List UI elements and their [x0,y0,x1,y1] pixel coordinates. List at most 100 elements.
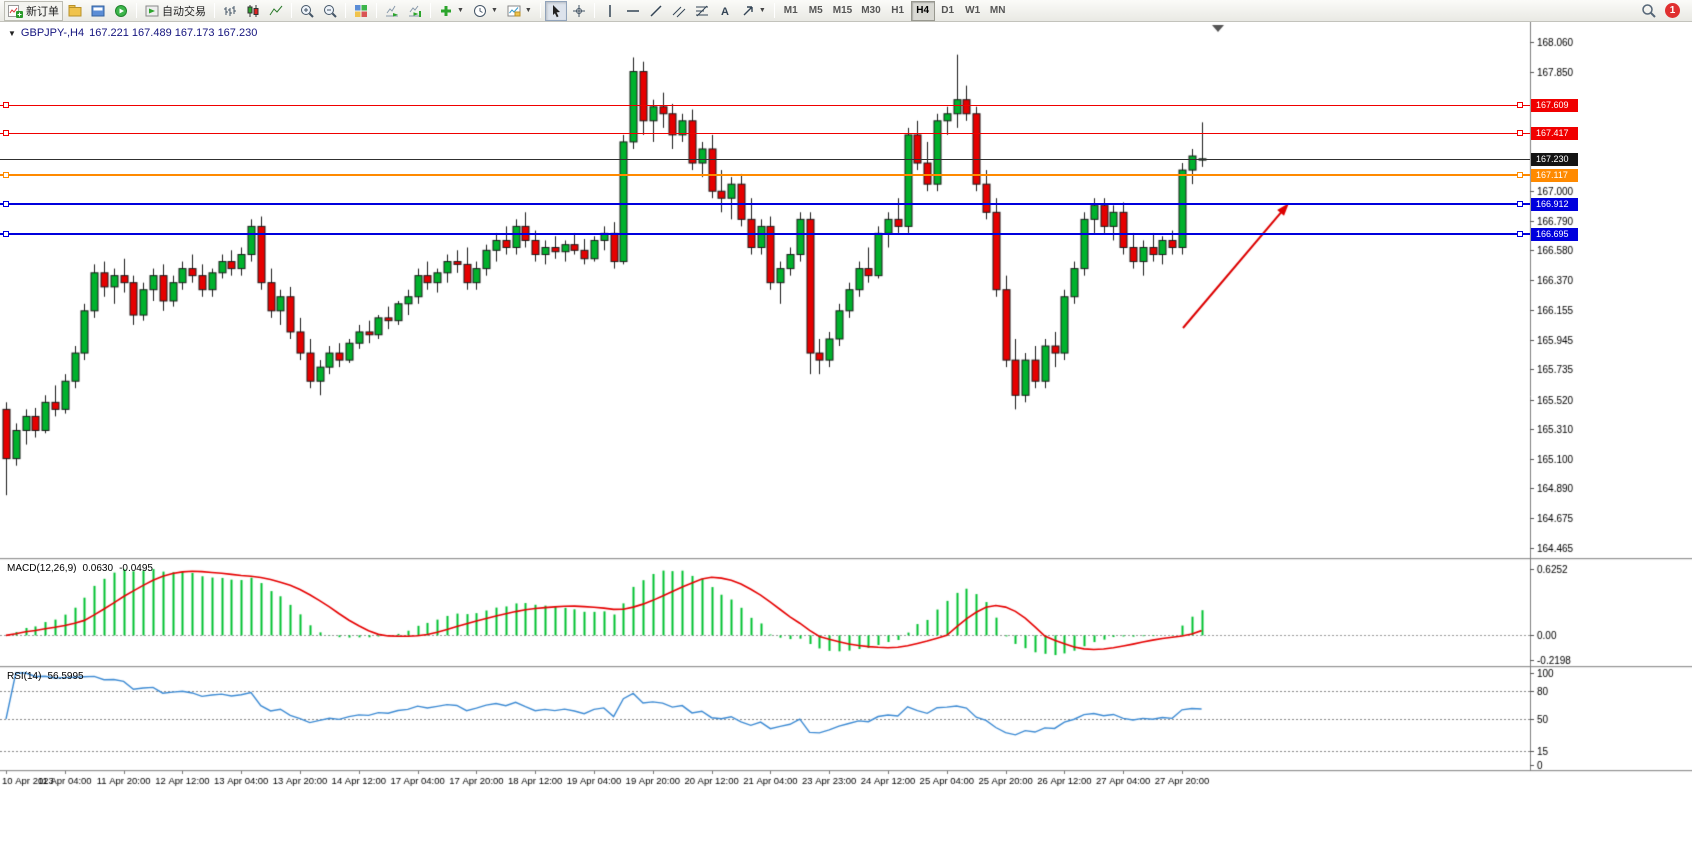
level-drag-handle[interactable] [1517,102,1523,108]
profiles-button[interactable] [64,1,86,21]
timeframe-h1[interactable]: H1 [886,1,910,21]
search-button[interactable] [1637,1,1660,21]
clock-icon [473,4,486,17]
toolbar-separator [593,3,595,18]
timeframe-h4[interactable]: H4 [910,0,935,21]
chart-shift-icon [409,5,421,17]
indicators-button[interactable]: ▼ [435,1,468,21]
crosshair-button[interactable] [568,1,590,21]
price-level-badge: 166.912 [1531,198,1578,211]
notification-badge[interactable]: 1 [1665,3,1680,18]
toolbar-separator [136,3,137,18]
horizontal-level-line[interactable] [0,133,1530,134]
chevron-down-icon: ▼ [490,7,498,14]
equidistant-channel-button[interactable] [668,1,690,21]
zoom-in-button[interactable] [296,1,318,21]
tile-windows-icon [355,4,367,17]
zoom-out-button[interactable] [319,1,341,21]
timeframe-m30[interactable]: M30 [857,1,884,21]
level-drag-handle[interactable] [1517,201,1523,207]
timeframe-d1[interactable]: D1 [936,1,960,21]
bar-chart-icon [224,5,236,16]
level-drag-handle[interactable] [3,201,9,207]
macd-value: 0.0630 [82,563,114,574]
fibonacci-button[interactable] [691,1,713,21]
new-order-label: 新订单 [26,5,59,18]
vertical-line-button[interactable] [599,1,621,21]
level-drag-handle[interactable] [3,102,9,108]
text-button[interactable]: A [714,1,736,21]
current-price-line [0,159,1530,160]
horizontal-line-button[interactable] [622,1,644,21]
timeframe-m15[interactable]: M15 [829,1,856,21]
chart-window: ▼ GBPJPY-,H4 167.221 167.489 167.173 167… [0,22,1692,854]
timeframe-mn[interactable]: MN [986,1,1010,21]
new-order-icon [8,4,23,18]
price-level-badge: 166.695 [1531,228,1578,241]
strategy-tester-button[interactable] [110,1,132,21]
toolbar-separator [376,3,377,18]
timeframe-m1[interactable]: M1 [779,1,803,21]
cursor-arrow-icon [552,4,560,17]
rsi-indicator-header: RSI(14) 56.5995 [7,671,84,682]
line-chart-icon [269,5,283,15]
chart-symbol-header: ▼ GBPJPY-,H4 167.221 167.489 167.173 167… [8,27,257,39]
toolbar-separator [291,3,292,18]
ohlc-values: 167.221 167.489 167.173 167.230 [89,27,258,39]
toolbar-separator [214,3,215,18]
terminal-icon [91,5,105,16]
chevron-down-icon: ▼ [524,7,532,14]
horizontal-line-icon [626,9,639,12]
toolbar-separator [345,3,346,18]
templates-button[interactable]: ▼ [503,1,536,21]
price-level-badge: 167.117 [1531,169,1578,182]
periods-button[interactable]: ▼ [469,1,502,21]
timeframe-m5[interactable]: M5 [804,1,828,21]
rsi-label: RSI(14) [7,671,42,682]
timeframe-w1[interactable]: W1 [961,1,985,21]
candlestick-chart-button[interactable] [242,1,264,21]
tile-windows-button[interactable] [350,1,372,21]
chevron-down-icon: ▼ [457,7,464,14]
auto-trading-label: 自动交易 [162,5,206,18]
price-level-badge: 167.417 [1531,127,1578,140]
zoom-out-icon [324,4,337,18]
cursor-button[interactable] [544,0,567,21]
macd-signal-value: -0.0495 [119,563,153,574]
line-chart-button[interactable] [265,1,287,21]
level-drag-handle[interactable] [1517,130,1523,136]
arrows-button[interactable]: ▼ [737,1,770,21]
horizontal-level-line[interactable] [0,174,1530,176]
trendline-icon [650,4,662,17]
price-chart-canvas[interactable] [0,22,1692,854]
toolbar-separator [539,3,541,18]
trendline-button[interactable] [645,1,667,21]
toolbar-separator [773,3,775,18]
level-drag-handle[interactable] [1517,231,1523,237]
terminal-button[interactable] [87,1,109,21]
horizontal-level-line[interactable] [0,105,1530,106]
template-icon [507,5,521,16]
level-drag-handle[interactable] [1517,172,1523,178]
horizontal-level-line[interactable] [0,203,1530,205]
chart-shift-button[interactable] [404,1,426,21]
level-drag-handle[interactable] [3,130,9,136]
profiles-icon [68,4,82,16]
auto-trading-button[interactable]: 自动交易 [141,1,210,21]
macd-indicator-header: MACD(12,26,9) 0.0630 -0.0495 [7,563,153,574]
search-icon [1642,4,1656,18]
price-level-badge: 167.609 [1531,99,1578,112]
fibonacci-icon [695,5,708,16]
level-drag-handle[interactable] [3,172,9,178]
svg-text:A: A [721,6,729,18]
level-drag-handle[interactable] [3,231,9,237]
horizontal-level-line[interactable] [0,233,1530,235]
symbol-timeframe-label: GBPJPY-,H4 [20,27,85,39]
new-order-button[interactable]: 新订单 [4,0,63,21]
equidistant-channel-icon [672,6,686,17]
bar-chart-button[interactable] [219,1,241,21]
one-click-trading-toggle[interactable]: ▼ [8,28,16,38]
arrow-object-icon [743,5,753,15]
auto-scroll-button[interactable] [381,1,403,21]
